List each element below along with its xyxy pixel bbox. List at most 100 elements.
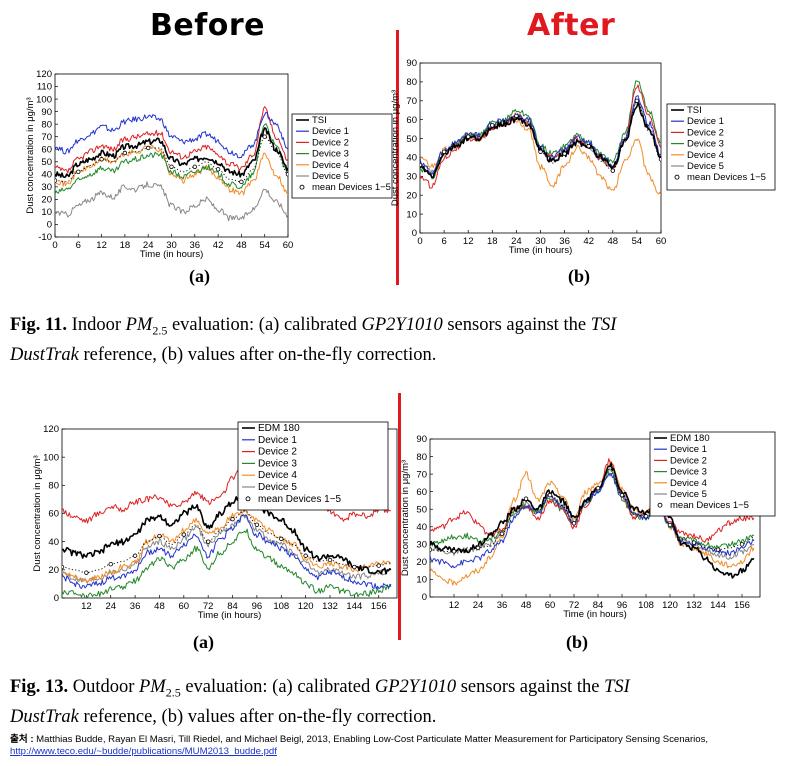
fig13-caption-pm: PM	[139, 677, 166, 697]
x-tick-label: 144	[346, 601, 362, 612]
series-marker-mean	[667, 522, 673, 528]
series-line-device-1	[55, 111, 288, 159]
legend-marker-mean	[299, 184, 305, 190]
legend-marker-mean	[674, 174, 680, 180]
series-line-edm-180	[430, 462, 755, 579]
x-tick-label: 72	[203, 601, 214, 612]
series-marker-mean	[538, 149, 543, 154]
series-marker-mean	[132, 553, 138, 558]
x-tick-label: 42	[583, 236, 594, 247]
x-tick-label: 0	[417, 236, 422, 247]
x-tick-label: 54	[632, 236, 643, 247]
series-marker-mean	[643, 514, 649, 519]
source-link[interactable]: http://www.teco.edu/~budde/publications/…	[10, 746, 277, 757]
y-tick-label: 0	[47, 220, 52, 231]
legend-box	[291, 113, 393, 199]
before-heading: Before	[150, 8, 266, 43]
x-tick-label: 108	[273, 601, 289, 612]
series-marker-mean	[547, 492, 553, 498]
legend-entry: Device 2	[258, 447, 297, 458]
x-tick-label: 18	[120, 240, 131, 251]
legend-entry: mean Devices 1−5	[670, 500, 749, 511]
series-marker-mean	[420, 162, 423, 168]
y-tick-label: 100	[36, 94, 52, 105]
series-marker-mean	[441, 149, 447, 154]
x-tick-label: 60	[656, 236, 667, 247]
legend-entry: Device 4	[312, 160, 349, 171]
x-tick-label: 120	[662, 600, 678, 611]
x-tick-label: 36	[190, 240, 201, 251]
series-marker-mean	[327, 557, 333, 563]
legend-entry: Device 3	[258, 458, 297, 469]
series-marker-mean	[523, 496, 529, 501]
series-line-edm-180	[62, 486, 392, 575]
fig11-caption-dusttrak: DustTrak	[10, 344, 79, 365]
fig13-caption-t2: evaluation: (a) calibrated	[180, 677, 375, 697]
fig11-caption-pm: PM	[125, 315, 153, 335]
x-tick-label: 6	[441, 236, 446, 247]
series-marker-mean	[205, 539, 211, 544]
legend-entry: Device 3	[670, 467, 707, 478]
x-tick-label: 60	[179, 601, 190, 612]
series-marker-mean	[215, 167, 221, 172]
fig13-caption-dusttrak: DustTrak	[10, 706, 79, 727]
y-tick-label: 110	[37, 82, 52, 93]
series-line-tsi	[420, 102, 661, 179]
y-tick-label: 70	[406, 96, 417, 107]
x-tick-label: 48	[521, 600, 532, 611]
legend-entry: Device 3	[312, 149, 349, 160]
y-axis-label: Dust concentration in μg/m³	[25, 97, 36, 213]
series-marker-mean	[634, 98, 640, 103]
legend-marker-mean	[657, 502, 663, 508]
fig11-caption-pm-sub: 2.5	[152, 323, 168, 338]
series-marker-mean	[499, 531, 505, 536]
series-marker-mean	[451, 549, 457, 554]
fig13-caption-sensor: GP2Y1010	[374, 677, 457, 697]
y-tick-label: 30	[406, 172, 417, 183]
y-tick-label: 60	[41, 144, 52, 155]
series-marker-mean	[619, 492, 625, 498]
fig13-caption-prefix: Fig. 13.	[10, 677, 69, 697]
series-marker-mean	[658, 157, 661, 162]
series-marker-mean	[181, 532, 187, 537]
y-tick-label: 90	[416, 434, 427, 445]
fig11-caption-prefix: Fig. 11.	[10, 315, 68, 335]
series-marker-mean	[84, 570, 89, 575]
y-axis-label: Dust concentration in μg/m³	[32, 455, 43, 571]
series-marker-mean	[376, 563, 381, 568]
fig13-caption-t3: sensors against the	[456, 677, 605, 697]
x-tick-label: 24	[511, 236, 522, 247]
divider-line-top	[396, 30, 399, 285]
legend-entry: Device 3	[687, 139, 724, 150]
y-tick-label: 10	[406, 209, 417, 220]
x-tick-label: 36	[559, 236, 570, 247]
y-tick-label: 120	[36, 69, 52, 80]
series-marker-mean	[169, 164, 174, 169]
series-marker-mean	[430, 547, 433, 552]
y-tick-label: 40	[416, 522, 427, 533]
series-marker-mean	[285, 172, 288, 177]
legend-entry: Device 1	[312, 126, 349, 137]
y-tick-label: 50	[41, 157, 52, 168]
legend-entry: Device 2	[670, 455, 707, 466]
series-marker-mean	[475, 545, 481, 551]
series-marker-mean	[465, 134, 471, 139]
x-tick-label: 12	[96, 240, 107, 251]
x-axis-label: Time (in hours)	[509, 245, 573, 256]
series-line-device-4	[62, 508, 392, 583]
series-marker-mean	[122, 150, 128, 156]
series-marker-mean	[352, 564, 357, 570]
x-axis-label: Time (in hours)	[140, 249, 204, 260]
y-tick-label: 0	[54, 593, 59, 604]
legend-entry: Device 4	[670, 478, 707, 489]
legend-entry: Device 4	[687, 150, 724, 161]
x-axis-label: Time (in hours)	[198, 610, 262, 621]
x-tick-label: 42	[213, 240, 224, 251]
y-tick-label: 80	[416, 452, 427, 463]
series-line-tsi	[55, 127, 288, 179]
x-tick-label: 48	[236, 240, 247, 251]
legend-entry: mean Devices 1−5	[258, 494, 342, 505]
series-marker-mean	[490, 123, 495, 128]
legend-entry: Device 4	[258, 470, 297, 481]
series-marker-mean	[76, 169, 81, 174]
